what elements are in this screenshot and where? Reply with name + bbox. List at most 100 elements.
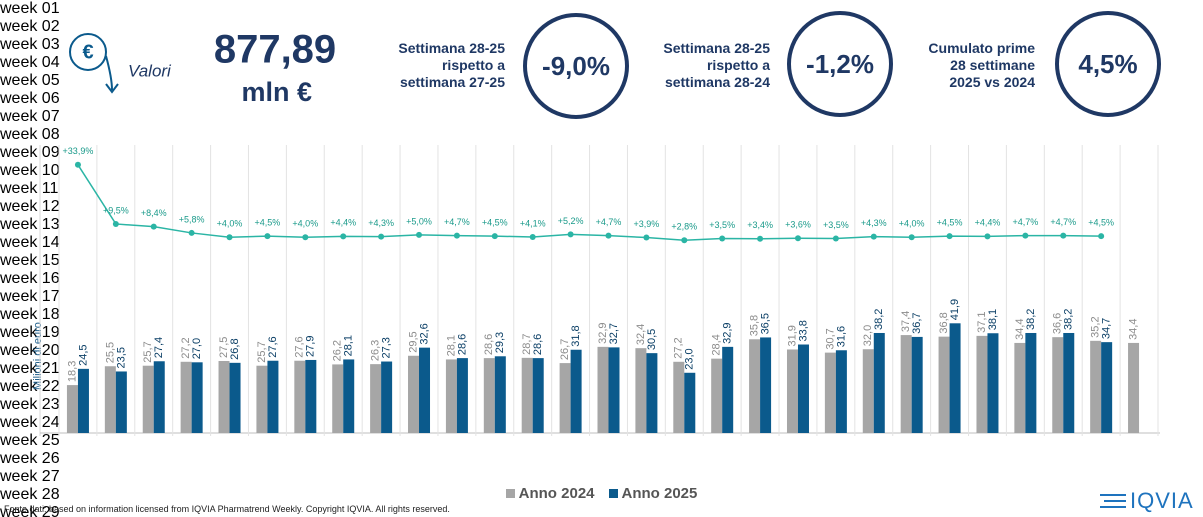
bar-value-label: 36,8 (938, 312, 950, 333)
bar (343, 359, 355, 433)
bar-value-label: 27,5 (218, 337, 230, 358)
growth-label: +3,9% (634, 219, 660, 229)
growth-point (794, 235, 801, 242)
kpi-line: 2025 vs 2024 (949, 74, 1035, 90)
legend-swatch (505, 489, 515, 498)
growth-label: +5,8% (179, 214, 205, 224)
bar-value-label: 27,6 (294, 336, 306, 357)
bar-value-label: 27,2 (673, 337, 685, 358)
kpi-line: rispetto a (441, 57, 505, 73)
growth-label: +33,9% (63, 146, 94, 156)
growth-label: +4,7% (1012, 217, 1038, 227)
bar-value-label: 27,3 (381, 337, 393, 358)
growth-point (908, 234, 915, 241)
growth-point (188, 229, 195, 236)
x-tick-label: week 01 (0, 0, 60, 17)
x-tick-label: week 12 (0, 198, 60, 215)
growth-label: +3,5% (823, 220, 849, 230)
bar (532, 358, 544, 433)
growth-point (681, 237, 688, 244)
growth-point (529, 234, 536, 241)
growth-label: +4,5% (482, 217, 508, 227)
footer: Fonte dati: based on information license… (4, 504, 450, 514)
kpi-line: settimana 27-25 (399, 74, 505, 90)
growth-label: +2,8% (671, 222, 697, 232)
x-tick-label: week 25 (0, 432, 60, 449)
bar-value-label: 27,2 (180, 337, 192, 358)
growth-point (453, 232, 460, 239)
x-tick-label: week 24 (0, 414, 60, 431)
growth-point (946, 233, 953, 240)
growth-point (1060, 232, 1067, 239)
bar (711, 358, 723, 433)
x-tick-label: week 28 (0, 486, 60, 503)
icon-arrow (105, 55, 119, 94)
x-tick-label: week 21 (0, 360, 60, 377)
bar (635, 348, 647, 433)
kpi-text: Settimana 28-25 rispetto a settimana 28-… (663, 40, 770, 91)
bar-value-label: 38,2 (1063, 309, 1075, 330)
bar-value-label: 25,7 (142, 341, 154, 362)
bar-value-label: 28,6 (483, 334, 495, 355)
bar (949, 323, 961, 433)
growth-point (112, 220, 119, 227)
bar (673, 361, 685, 433)
header-label: Valori (128, 61, 172, 80)
bar-value-label: 24,5 (77, 344, 89, 365)
growth-label: +4,0% (292, 219, 318, 229)
bar-value-label: 36,5 (759, 313, 771, 334)
growth-point (416, 231, 423, 238)
growth-label: +3,4% (747, 220, 773, 230)
bar (1025, 332, 1037, 433)
bar-value-label: 27,4 (153, 337, 165, 358)
kpi-circle: -9,0% (523, 13, 629, 119)
y-axis-label: Milioni di euro (32, 322, 44, 390)
bar (267, 360, 279, 433)
growth-label: +9,5% (103, 205, 129, 215)
x-tick-label: week 13 (0, 216, 60, 233)
x-tick-label: week 16 (0, 270, 60, 287)
growth-point (605, 232, 612, 239)
x-tick-label: week 08 (0, 126, 60, 143)
bar (835, 350, 847, 433)
bar-value-label: 23,5 (115, 347, 127, 368)
header-total: 877,89 (214, 28, 336, 72)
bar-value-label: 28,6 (532, 334, 544, 355)
x-tick-label: week 05 (0, 72, 60, 89)
bar (294, 360, 306, 433)
legend-swatch (608, 489, 618, 498)
bar-value-label: 27,9 (305, 336, 317, 357)
growth-point (757, 235, 764, 242)
growth-point (74, 161, 81, 168)
growth-point (226, 234, 233, 241)
bar (332, 364, 344, 433)
growth-label: +4,4% (975, 218, 1001, 228)
logo: IQVIA (1100, 488, 1194, 514)
growth-label: +4,5% (937, 217, 963, 227)
x-tick-label: week 15 (0, 252, 60, 269)
kpi-line: 28 settimane (950, 57, 1035, 73)
growth-point (491, 233, 498, 240)
x-tick-label: week 10 (0, 162, 60, 179)
growth-point (378, 233, 385, 240)
bar (445, 359, 457, 433)
x-tick-label: week 07 (0, 108, 60, 125)
bar (1014, 342, 1026, 433)
x-tick-label: week 14 (0, 234, 60, 251)
legend: Anno 2024 Anno 2025 (0, 485, 1203, 502)
logo-mark (1100, 494, 1126, 508)
bar (191, 362, 203, 433)
bar-value-label: 32,6 (418, 323, 430, 344)
legend-item: Anno 2025 (608, 485, 697, 502)
bar (456, 358, 468, 433)
bar (911, 336, 923, 433)
bar-value-label: 31,8 (570, 325, 582, 346)
bar (873, 332, 885, 433)
bar (570, 349, 582, 433)
bar (180, 361, 192, 433)
x-tick-label: week 29 (0, 504, 60, 517)
legend-label: Anno 2024 (518, 485, 595, 502)
kpi-line: rispetto a (706, 57, 770, 73)
bar-value-label: 27,6 (267, 336, 279, 357)
